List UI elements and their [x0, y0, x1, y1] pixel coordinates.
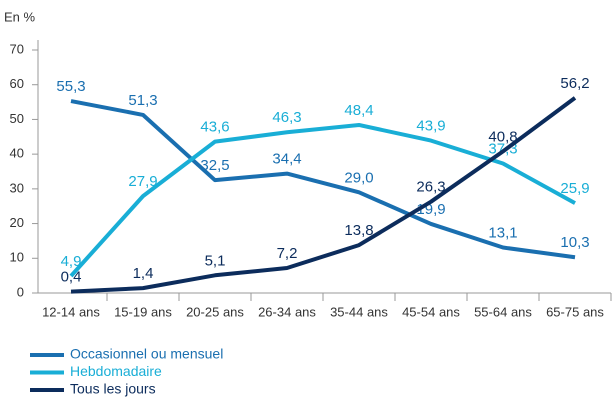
- x-tick-label: 26-34 ans: [258, 304, 316, 319]
- series-line: [70, 96, 577, 294]
- data-label: 51,3: [128, 92, 157, 109]
- legend-label: Tous les jours: [70, 381, 156, 397]
- data-label: 26,3: [416, 179, 445, 196]
- data-label: 32,5: [200, 157, 229, 174]
- x-tick-label: 35-44 ans: [330, 304, 388, 319]
- legend-label: Hebdomadaire: [70, 363, 162, 379]
- data-label: 25,9: [560, 180, 589, 197]
- y-tick-label: 70: [10, 41, 24, 56]
- data-label: 7,2: [277, 245, 298, 262]
- data-label: 29,0: [344, 169, 373, 186]
- data-label: 56,2: [560, 75, 589, 92]
- y-tick-label: 60: [10, 76, 24, 91]
- y-tick-label: 30: [10, 180, 24, 195]
- data-label: 46,3: [272, 109, 301, 126]
- data-label: 4,9: [61, 253, 82, 270]
- data-label: 40,8: [488, 128, 517, 145]
- x-tick-label: 55-64 ans: [474, 304, 532, 319]
- y-tick-label: 20: [10, 215, 24, 230]
- x-tick-label: 65-75 ans: [546, 304, 604, 319]
- x-tick-label: 12-14 ans: [42, 304, 100, 319]
- data-label: 55,3: [56, 78, 85, 95]
- y-tick-label: 50: [10, 111, 24, 126]
- data-label: 10,3: [560, 234, 589, 251]
- data-label: 43,6: [200, 119, 229, 136]
- data-label: 13,1: [488, 224, 517, 241]
- data-label: 13,8: [344, 222, 373, 239]
- legend-label: Occasionnel ou mensuel: [70, 346, 223, 362]
- x-tick-label: 45-54 ans: [402, 304, 460, 319]
- data-label: 48,4: [344, 102, 373, 119]
- data-label: 0,4: [61, 269, 82, 286]
- y-unit-label: En %: [4, 9, 36, 24]
- data-label: 34,4: [272, 151, 301, 168]
- data-label: 43,9: [416, 118, 445, 135]
- y-tick-label: 10: [10, 250, 24, 265]
- data-label: 27,9: [128, 173, 157, 190]
- y-tick-label: 0: [17, 284, 24, 299]
- data-label: 1,4: [133, 265, 154, 282]
- x-tick-label: 20-25 ans: [186, 304, 244, 319]
- data-label: 5,1: [205, 252, 226, 269]
- series-line: [70, 99, 576, 260]
- x-tick-label: 15-19 ans: [114, 304, 172, 319]
- y-tick-label: 40: [10, 146, 24, 161]
